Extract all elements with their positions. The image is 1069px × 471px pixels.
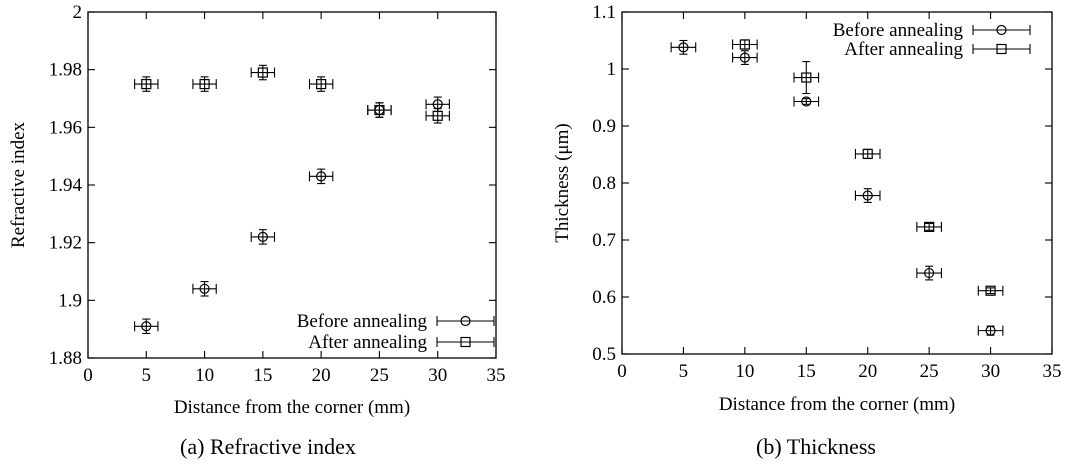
y-tick-label: 0.9 [592, 116, 616, 137]
y-tick-label: 1.94 [49, 175, 83, 196]
series-before-annealing [134, 96, 450, 335]
data-point [141, 321, 152, 332]
y-axis-label: Thickness (μm) [552, 123, 573, 242]
data-point [801, 96, 812, 107]
y-tick-label: 1.92 [49, 233, 82, 254]
data-point [739, 39, 750, 50]
x-tick-label: 20 [858, 361, 877, 382]
data-point [316, 171, 327, 182]
legend-label: Before annealing [833, 20, 964, 41]
x-tick-label: 15 [797, 361, 816, 382]
plot-frame [621, 11, 1053, 355]
y-tick-label: 1.98 [49, 60, 82, 81]
legend-marker [996, 24, 1007, 36]
data-point [199, 78, 210, 90]
data-point [257, 231, 268, 242]
legend-label: After annealing [844, 39, 963, 60]
y-tick-label: 1.1 [592, 2, 616, 23]
y-tick-label: 0.8 [592, 173, 616, 194]
x-tick-label: 30 [981, 361, 1000, 382]
data-point [862, 148, 873, 160]
y-axis-label: Refractive index [8, 121, 29, 248]
x-axis-label: Distance from the corner (mm) [719, 394, 955, 415]
legend-label: After annealing [308, 332, 427, 353]
data-point [924, 221, 935, 232]
data-point [199, 283, 210, 294]
caption: (b) Thickness [756, 434, 876, 459]
data-point [257, 67, 268, 78]
y-tick-label: 2 [73, 2, 83, 23]
data-point [141, 78, 152, 90]
y-tick-label: 1.96 [49, 117, 82, 138]
y-tick-label: 1.9 [58, 290, 82, 311]
legend-entry: Before annealing [297, 311, 495, 332]
x-tick-label: 5 [142, 365, 152, 386]
data-marks [670, 39, 1004, 336]
y-tick-label: 0.5 [592, 344, 616, 365]
y-tick-label: 0.7 [592, 230, 616, 251]
legend-marker [996, 43, 1007, 55]
x-tick-label: 25 [370, 365, 389, 386]
legend-marker [460, 336, 471, 348]
x-tick-label: 5 [679, 361, 689, 382]
caption: (a) Refractive index [180, 434, 356, 459]
x-tick-label: 0 [617, 361, 627, 382]
x-tick-label: 15 [253, 365, 272, 386]
axis-ticks: 0 5 10 15 20 25 30 35 0.5 0.6 0.7 0.8 0.9 1 1.1 [592, 2, 1061, 382]
data-point [316, 78, 327, 90]
x-tick-label: 25 [920, 361, 939, 382]
chart-thickness: 0 5 10 15 20 25 30 35 0.5 0.6 0.7 0.8 0.9 1 1.1 Before… [552, 2, 1062, 459]
legend-entry: After annealing [844, 39, 1031, 60]
legend-label: Before annealing [297, 311, 428, 332]
data-point [924, 267, 935, 279]
y-tick-label: 1 [607, 59, 617, 80]
axis-ticks: 0 5 10 15 20 25 30 35 1.88 1.9 1.92 1.94 1.96 1.98 2 [49, 2, 506, 386]
data-point [432, 110, 443, 121]
x-axis-label: Distance from the corner (mm) [174, 397, 410, 418]
data-point [739, 52, 750, 63]
data-point [374, 104, 385, 116]
legend-entry: Before annealing [833, 20, 1031, 41]
data-point [862, 190, 873, 201]
legend-entry: After annealing [308, 332, 495, 353]
chart-refractive-index: 0 5 10 15 20 25 30 35 1.88 1.9 1.92 1.94 1.96 1.98 2 B… [8, 2, 506, 459]
x-tick-label: 10 [195, 365, 214, 386]
series-after-annealing [134, 64, 450, 124]
x-tick-label: 30 [428, 365, 447, 386]
x-tick-label: 0 [83, 365, 93, 386]
x-tick-label: 10 [735, 361, 754, 382]
data-point [678, 42, 689, 53]
plot-frame [87, 11, 497, 359]
data-point [985, 285, 996, 296]
data-point [985, 325, 996, 336]
x-tick-label: 35 [487, 365, 506, 386]
x-tick-label: 35 [1043, 361, 1062, 382]
legend-marker [460, 315, 471, 327]
x-tick-label: 20 [312, 365, 331, 386]
data-marks [134, 64, 450, 335]
y-tick-label: 0.6 [592, 287, 616, 308]
series-after-annealing [732, 39, 1004, 296]
series-before-annealing [670, 39, 1004, 336]
data-point [801, 72, 812, 83]
y-tick-label: 1.88 [49, 348, 82, 369]
